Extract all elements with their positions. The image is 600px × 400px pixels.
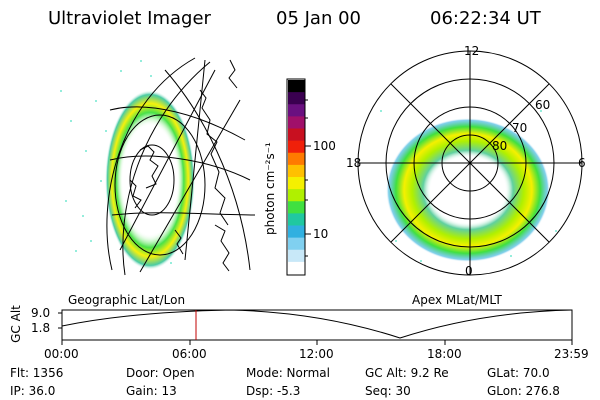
colorbar-swatch (288, 213, 305, 227)
altitude-ylabel: GC Alt (9, 305, 23, 343)
info-gcalt: GC Alt: 9.2 Re (365, 366, 449, 380)
colorbar-swatch (288, 92, 305, 105)
colorbar-swatch (288, 164, 305, 178)
xtick-0000: 00:00 (44, 347, 79, 361)
geo-noise (60, 60, 172, 264)
altitude-ytick-high: 9.0 (31, 306, 51, 320)
info-seq: Seq: 30 (365, 384, 411, 398)
info-mode: Mode: Normal (246, 366, 330, 380)
mlt-label-12: 12 (464, 44, 480, 58)
colorbar-unit-label: photon cm⁻²s⁻¹ (263, 142, 277, 235)
colorbar-swatch (288, 80, 305, 93)
colorbar (288, 80, 305, 275)
colorbar-swatch (288, 225, 305, 239)
info-dsp: Dsp: -5.3 (246, 384, 301, 398)
mlt-label-6: 6 (578, 156, 586, 170)
info-flt: Flt: 1356 (10, 366, 64, 380)
lat-label-80: 80 (492, 139, 508, 153)
xtick-2359: 23:59 (554, 347, 589, 361)
colorbar-swatch (288, 128, 305, 142)
altitude-ytick-low: 1.8 (31, 321, 51, 335)
colorbar-swatch (288, 201, 305, 214)
colorbar-swatch (288, 140, 305, 154)
colorbar-swatch (288, 189, 305, 202)
geographic-map-panel (60, 57, 256, 276)
colorbar-swatch (288, 237, 305, 251)
colorbar-tick-100: 100 (313, 139, 336, 153)
date-label: 05 Jan 00 (276, 8, 361, 29)
info-glon: GLon: 276.8 (487, 384, 560, 398)
instrument-title: Ultraviolet Imager (48, 8, 211, 29)
colorbar-swatch (288, 261, 305, 275)
polar-panel-caption: Apex MLat/MLT (412, 293, 502, 307)
mlt-label-0: 0 (465, 264, 473, 278)
colorbar-swatch (288, 104, 305, 117)
lat-label-60: 60 (535, 98, 551, 112)
mlt-label-18: 18 (346, 156, 362, 170)
colorbar-swatch (288, 152, 305, 166)
altitude-plot (58, 309, 573, 345)
info-door: Door: Open (126, 366, 195, 380)
info-glat: GLat: 70.0 (487, 366, 550, 380)
colorbar-swatch (288, 116, 305, 130)
colorbar-tick-10: 10 (313, 227, 329, 241)
polar-plot-panel (357, 50, 583, 276)
info-gain: Gain: 13 (126, 384, 177, 398)
time-label: 06:22:34 UT (430, 8, 541, 29)
xtick-0600: 06:00 (172, 347, 207, 361)
geo-panel-caption: Geographic Lat/Lon (68, 293, 186, 307)
info-ip: IP: 36.0 (10, 384, 56, 398)
xtick-1200: 12:00 (299, 347, 334, 361)
xtick-1800: 18:00 (427, 347, 462, 361)
lat-label-70: 70 (512, 121, 528, 135)
colorbar-swatch (288, 249, 305, 263)
colorbar-swatch (288, 177, 305, 190)
